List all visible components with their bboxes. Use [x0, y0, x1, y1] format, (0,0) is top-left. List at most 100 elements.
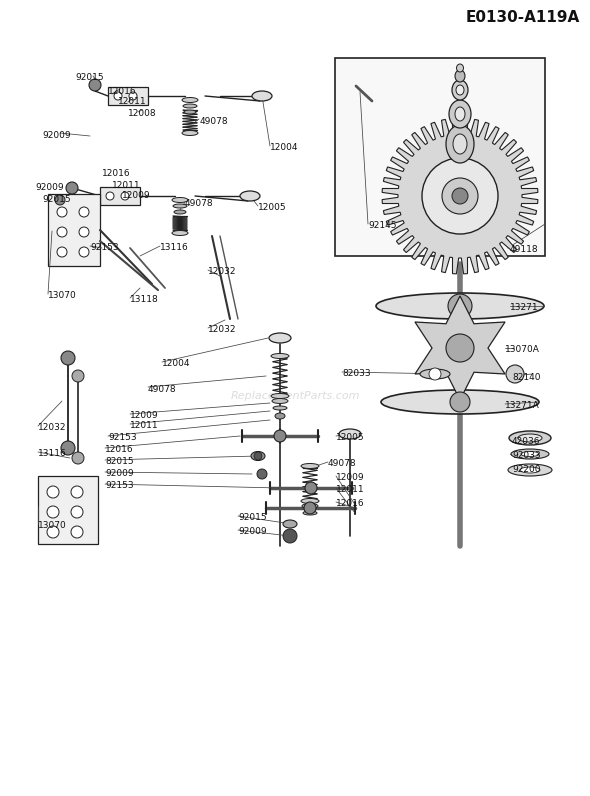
Circle shape: [254, 452, 262, 460]
Text: 12009: 12009: [122, 190, 150, 200]
Text: 12011: 12011: [336, 486, 365, 494]
Ellipse shape: [376, 293, 544, 319]
Text: 49078: 49078: [185, 200, 214, 209]
Circle shape: [450, 392, 470, 412]
Circle shape: [57, 247, 67, 257]
Bar: [48, 194, 100, 266]
Text: 12016: 12016: [108, 87, 137, 96]
Text: 13271A: 13271A: [505, 401, 540, 411]
Text: ReplacementParts.com: ReplacementParts.com: [230, 391, 360, 401]
Text: 92015: 92015: [75, 73, 104, 83]
Ellipse shape: [303, 511, 317, 515]
Polygon shape: [382, 118, 538, 274]
Ellipse shape: [302, 504, 318, 509]
Text: 49078: 49078: [200, 116, 229, 126]
Circle shape: [89, 79, 101, 91]
Text: 13070: 13070: [38, 521, 67, 530]
Ellipse shape: [455, 107, 465, 121]
Text: 13271: 13271: [510, 303, 539, 313]
Circle shape: [257, 469, 267, 479]
Text: 49078: 49078: [328, 459, 356, 469]
Circle shape: [72, 452, 84, 464]
Ellipse shape: [457, 64, 464, 72]
Ellipse shape: [271, 393, 289, 399]
Ellipse shape: [182, 97, 198, 103]
Ellipse shape: [174, 210, 186, 214]
Circle shape: [47, 506, 59, 518]
Text: 12004: 12004: [270, 143, 299, 153]
Text: 13070: 13070: [48, 291, 77, 301]
Text: 13116: 13116: [160, 244, 189, 252]
Ellipse shape: [275, 413, 285, 419]
Circle shape: [429, 368, 441, 380]
Text: 12011: 12011: [130, 422, 159, 431]
Circle shape: [79, 247, 89, 257]
Ellipse shape: [272, 399, 288, 404]
Circle shape: [61, 351, 75, 365]
Circle shape: [506, 365, 524, 383]
Text: 12009: 12009: [336, 474, 365, 482]
Text: 42036: 42036: [512, 438, 540, 447]
Circle shape: [446, 334, 474, 362]
Circle shape: [57, 227, 67, 237]
Text: 12016: 12016: [102, 170, 130, 178]
Text: 12016: 12016: [336, 500, 365, 509]
Text: 92145: 92145: [368, 221, 396, 231]
Ellipse shape: [455, 70, 465, 82]
Text: 12032: 12032: [38, 423, 67, 432]
Bar: [108, 87, 148, 105]
Text: 82140: 82140: [512, 373, 540, 383]
Bar: [100, 187, 140, 205]
Ellipse shape: [172, 197, 188, 202]
Ellipse shape: [184, 110, 196, 114]
Circle shape: [121, 192, 129, 200]
Circle shape: [283, 529, 297, 543]
Text: 13070A: 13070A: [505, 345, 540, 354]
Ellipse shape: [518, 434, 542, 442]
Text: 12009: 12009: [130, 412, 159, 420]
Ellipse shape: [511, 449, 549, 459]
Ellipse shape: [381, 390, 539, 414]
Circle shape: [71, 486, 83, 498]
Circle shape: [304, 502, 316, 514]
Text: 12032: 12032: [208, 267, 237, 276]
Text: 92015: 92015: [238, 513, 267, 522]
Text: 12032: 12032: [208, 326, 237, 334]
Circle shape: [114, 92, 122, 100]
Text: 82015: 82015: [105, 458, 133, 466]
Ellipse shape: [339, 429, 361, 439]
Ellipse shape: [182, 131, 198, 135]
Text: 49118: 49118: [510, 245, 539, 255]
Ellipse shape: [173, 204, 187, 208]
Text: 82033: 82033: [342, 369, 371, 379]
Text: 12008: 12008: [128, 108, 156, 118]
Circle shape: [106, 192, 114, 200]
Circle shape: [72, 370, 84, 382]
Text: 12016: 12016: [105, 446, 133, 455]
Ellipse shape: [301, 498, 319, 504]
Circle shape: [47, 486, 59, 498]
Text: E0130-A119A: E0130-A119A: [466, 10, 580, 25]
Ellipse shape: [456, 85, 464, 95]
Ellipse shape: [301, 463, 319, 469]
Text: 92015: 92015: [42, 196, 71, 205]
Text: 92153: 92153: [105, 482, 133, 490]
Circle shape: [129, 92, 137, 100]
Ellipse shape: [251, 451, 265, 461]
Ellipse shape: [508, 464, 552, 476]
Ellipse shape: [269, 333, 291, 343]
Circle shape: [47, 526, 59, 538]
Circle shape: [448, 294, 472, 318]
Circle shape: [66, 182, 78, 194]
Circle shape: [61, 441, 75, 455]
Ellipse shape: [509, 431, 551, 445]
Bar: [38, 476, 98, 544]
Text: 13116: 13116: [38, 450, 67, 458]
Circle shape: [71, 526, 83, 538]
Text: 92153: 92153: [108, 434, 137, 443]
Circle shape: [305, 482, 317, 494]
Text: 12005: 12005: [336, 434, 365, 443]
Text: 13118: 13118: [130, 295, 159, 305]
Circle shape: [422, 158, 498, 234]
Circle shape: [274, 430, 286, 442]
